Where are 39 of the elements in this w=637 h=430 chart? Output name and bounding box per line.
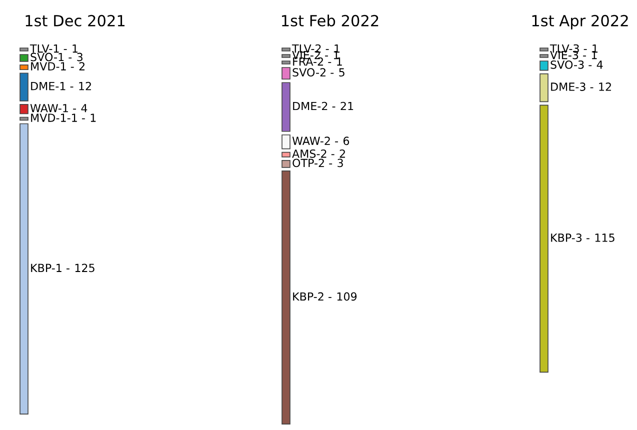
data-label: 1 [90, 114, 96, 122]
data-label: 5 [339, 68, 344, 77]
data-label: 3 [77, 52, 82, 62]
legend-label: SVO-3 - [550, 60, 592, 69]
category-label: 1st Feb 2022 [282, 14, 378, 26]
legend-label: MVD-1 - [31, 62, 74, 70]
data-label: 1 [337, 57, 342, 66]
data-label: 4 [596, 60, 603, 69]
data-label: 2 [340, 149, 345, 158]
text: DME-1 - [31, 82, 74, 90]
legend-label: AMS-2 - [292, 149, 334, 158]
legend-label: WAW-1 - [30, 104, 76, 112]
legend-label: TLV-1 - [30, 44, 67, 53]
legend-label: SVO-2 - [292, 68, 334, 77]
legend-label: MVD-1-1 - [31, 114, 85, 122]
data-label: 6 [343, 136, 350, 146]
category-label: 1st Apr 2022 [532, 14, 628, 30]
legend-label: FRA-2 - [293, 57, 332, 66]
data-label: 115 [595, 234, 614, 242]
data-label: 125 [75, 264, 94, 272]
data-label: 21 [340, 102, 354, 110]
legend-label: SVO-1 - [30, 52, 72, 62]
data-label: 12 [79, 82, 91, 90]
text: KBP-2 - [293, 292, 332, 301]
legend-label: OTP-2 - [292, 158, 332, 168]
text: KBP-3 - [551, 233, 590, 242]
data-label: 2 [79, 62, 84, 70]
category-label: 1st Dec 2021 [26, 14, 125, 26]
data-label: 3 [338, 158, 343, 168]
text: KBP-1 - [31, 264, 70, 272]
legend-label: VIE-3 - [550, 50, 586, 60]
legend-label: WAW-2 - [292, 136, 338, 145]
data-label: 109 [337, 292, 357, 301]
data-label: 1 [592, 50, 597, 60]
data-label: 12 [599, 82, 611, 91]
text: DME-3 - [551, 82, 594, 91]
data-label: 4 [81, 104, 88, 112]
text: DME-2 - [293, 102, 336, 110]
data-label: 1 [72, 44, 78, 53]
